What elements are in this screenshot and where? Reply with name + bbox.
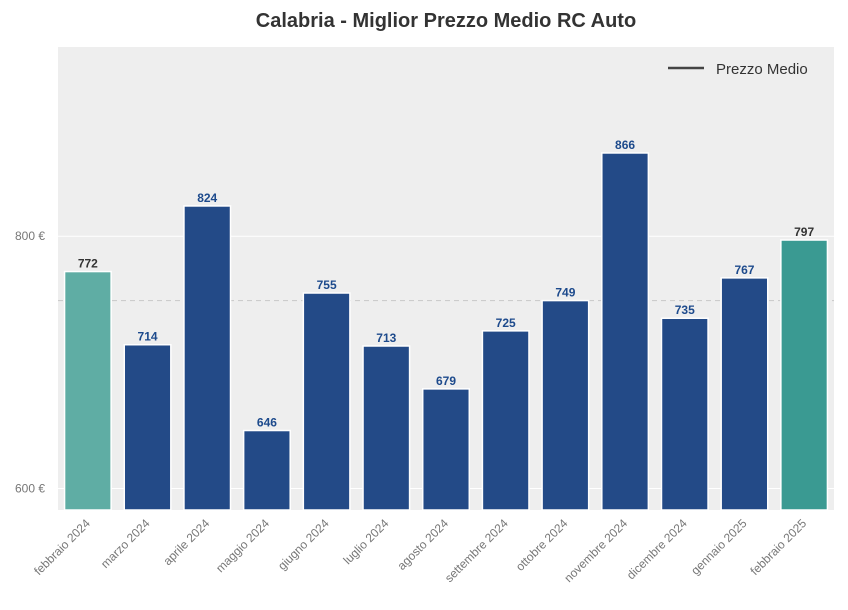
chart-title: Calabria - Miglior Prezzo Medio RC Auto [256,10,636,32]
data-label: 735 [675,303,695,317]
data-label: 755 [317,278,337,292]
bar [720,277,769,511]
bar [481,330,530,511]
bar [242,429,291,511]
data-label: 714 [138,330,158,344]
data-label: 824 [197,191,217,205]
bar [63,270,112,511]
data-label: 679 [436,374,456,388]
x-tick-label: dicembre 2024 [624,516,690,582]
legend-label: Prezzo Medio [716,61,808,78]
x-tick-label: marzo 2024 [98,516,153,571]
x-tick-label: giugno 2024 [275,516,332,573]
data-label: 866 [615,138,635,152]
data-label: 713 [376,331,396,345]
bar [362,345,411,511]
x-tick-label: ottobre 2024 [513,516,571,574]
bar [601,152,650,511]
x-axis-ticks: febbraio 2024 marzo 2024 aprile 2024 maggio… [31,516,809,585]
bar [302,292,351,511]
data-label: 749 [555,286,575,300]
x-tick-label: febbraio 2025 [747,516,809,578]
bar [421,388,471,511]
x-tick-label: settembre 2024 [442,516,511,585]
data-label: 646 [257,416,277,430]
x-tick-label: luglio 2024 [340,516,391,567]
bar [541,299,590,511]
data-label: 725 [496,316,516,330]
legend: Prezzo Medio [668,61,808,78]
x-tick-label: novembre 2024 [561,516,630,585]
data-label: 772 [78,257,98,271]
bar [183,205,232,511]
bar [660,317,709,511]
data-labels: 772 714 824 646 755 713 679 725 749 866 735 767 797 [78,138,815,430]
y-tick-label: 600 € [15,482,45,496]
y-axis-ticks: 600 € 800 € [15,229,45,495]
x-tick-label: maggio 2024 [213,516,272,575]
x-tick-label: agosto 2024 [395,516,452,573]
y-tick-label: 800 € [15,229,45,243]
data-label: 767 [734,263,754,277]
bar [780,239,829,511]
x-tick-label: gennaio 2025 [688,516,750,578]
data-label: 797 [794,225,814,239]
bar [123,343,172,511]
x-tick-label: febbraio 2024 [31,516,93,578]
x-tick-label: aprile 2024 [160,516,212,568]
bars [63,152,829,511]
